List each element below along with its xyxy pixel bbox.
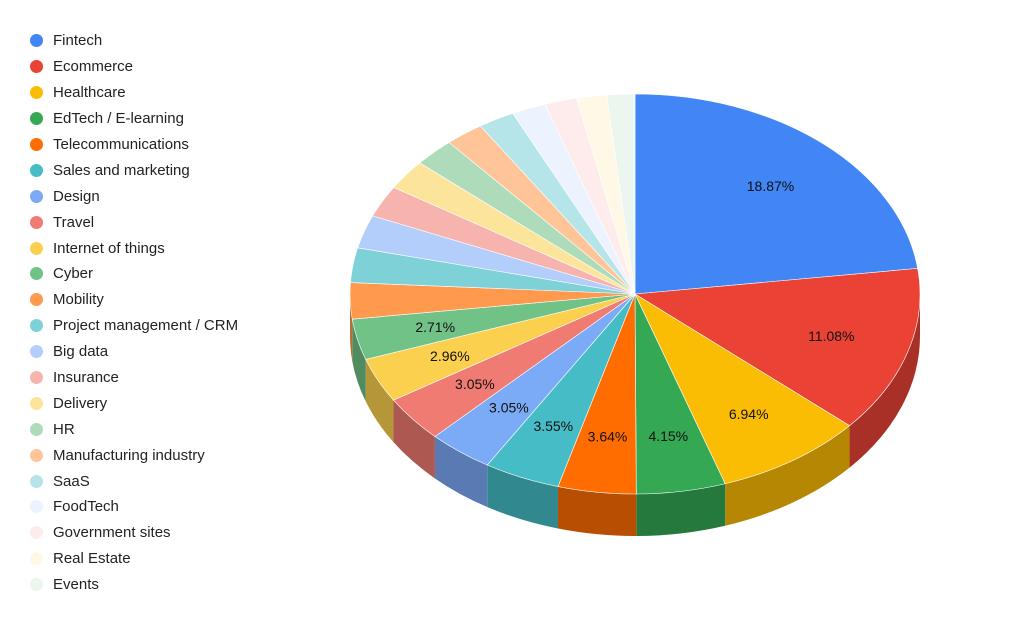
legend-swatch bbox=[30, 163, 43, 177]
legend-item-saas[interactable]: SaaS bbox=[30, 468, 238, 494]
data-label-internet-of-things: 2.96% bbox=[430, 348, 470, 364]
legend-label: Ecommerce bbox=[53, 58, 134, 76]
legend-swatch bbox=[30, 112, 43, 126]
legend-swatch bbox=[30, 267, 43, 281]
legend-label: Cyber bbox=[53, 265, 94, 283]
pie-slice-ecommerce[interactable] bbox=[634, 268, 921, 427]
pie-side-edtech-e-learning bbox=[636, 483, 726, 536]
legend-label: Mobility bbox=[53, 291, 104, 309]
legend-label: Real Estate bbox=[53, 550, 131, 568]
legend-item-government-sites[interactable]: Government sites bbox=[30, 520, 238, 546]
pie-slice-events[interactable] bbox=[606, 93, 636, 295]
legend-swatch bbox=[30, 215, 43, 229]
data-label-cyber: 2.71% bbox=[415, 319, 455, 335]
legend-label: Project management / CRM bbox=[53, 317, 239, 335]
legend-swatch bbox=[30, 86, 43, 100]
legend-label: Telecommunications bbox=[53, 136, 189, 153]
pie-side-travel bbox=[393, 400, 435, 479]
legend-item-internet-of-things[interactable]: Internet of things bbox=[30, 235, 238, 261]
legend-item-fintech[interactable]: Fintech bbox=[30, 28, 238, 54]
legend-swatch bbox=[30, 60, 43, 74]
legend-item-mobility[interactable]: Mobility bbox=[30, 287, 238, 313]
legend-label: Government sites bbox=[53, 524, 171, 542]
pie-slices bbox=[349, 93, 921, 495]
data-label-sales-and-marketing: 3.55% bbox=[533, 418, 573, 434]
legend-item-edtech-e-learning[interactable]: EdTech / E-learning bbox=[30, 106, 238, 132]
legend-swatch bbox=[30, 448, 43, 462]
legend-label: Healthcare bbox=[53, 84, 126, 102]
legend-label: Delivery bbox=[53, 394, 108, 412]
legend-item-big-data[interactable]: Big data bbox=[30, 339, 238, 365]
legend-item-travel[interactable]: Travel bbox=[30, 209, 238, 235]
legend-label: Big data bbox=[53, 343, 109, 361]
legend-swatch bbox=[30, 241, 43, 255]
pie-slice-fintech[interactable] bbox=[634, 93, 919, 295]
pie-slice-healthcare[interactable] bbox=[634, 293, 851, 485]
legend-swatch bbox=[30, 293, 43, 307]
legend-swatch bbox=[30, 500, 43, 514]
legend-label: Insurance bbox=[53, 369, 119, 387]
data-label-healthcare: 6.94% bbox=[729, 406, 769, 422]
legend-swatch bbox=[30, 396, 43, 410]
data-label-edtech-e-learning: 4.15% bbox=[648, 428, 688, 444]
legend-item-project-management-crm[interactable]: Project management / CRM bbox=[30, 313, 238, 339]
legend-label: Travel bbox=[53, 213, 95, 231]
legend-swatch bbox=[30, 552, 43, 566]
data-label-travel: 3.05% bbox=[455, 376, 495, 392]
legend-swatch bbox=[30, 34, 43, 48]
legend-swatch bbox=[30, 345, 43, 359]
legend-swatch bbox=[30, 189, 43, 203]
legend-item-real-estate[interactable]: Real Estate bbox=[30, 546, 238, 572]
legend-label: HR bbox=[53, 420, 75, 438]
legend-item-manufacturing-industry[interactable]: Manufacturing industry bbox=[30, 442, 238, 468]
legend-item-healthcare[interactable]: Healthcare bbox=[30, 80, 238, 106]
pie-side-design bbox=[434, 436, 488, 508]
legend-label: FoodTech bbox=[53, 498, 119, 516]
pie-side-cyber bbox=[352, 319, 366, 402]
legend-item-design[interactable]: Design bbox=[30, 183, 238, 209]
legend-swatch bbox=[30, 422, 43, 436]
legend-swatch bbox=[30, 526, 43, 540]
legend-swatch bbox=[30, 138, 43, 151]
legend-label: SaaS bbox=[53, 472, 90, 490]
legend-item-events[interactable]: Events bbox=[30, 572, 238, 598]
legend-label: Internet of things bbox=[53, 239, 165, 257]
chart-legend: Fintech Ecommerce Healthcare EdTech / E-lea… bbox=[30, 28, 238, 598]
legend-label: Design bbox=[53, 187, 100, 205]
pie-side-sales-and-marketing bbox=[487, 465, 558, 529]
legend-item-cyber[interactable]: Cyber bbox=[30, 261, 238, 287]
pie-side-ecommerce bbox=[849, 294, 920, 468]
legend-swatch bbox=[30, 474, 43, 488]
pie-side-telecommunications bbox=[557, 486, 637, 536]
pie-data-labels: 18.87%11.08%6.94%4.15%3.64%3.55%3.05%3.0… bbox=[415, 178, 854, 445]
legend-label: Sales and marketing bbox=[53, 161, 190, 179]
legend-item-foodtech[interactable]: FoodTech bbox=[30, 494, 238, 520]
data-label-ecommerce: 11.08% bbox=[808, 328, 854, 344]
legend-item-hr[interactable]: HR bbox=[30, 416, 238, 442]
legend-swatch bbox=[30, 371, 43, 385]
pie-side-internet-of-things bbox=[365, 359, 394, 443]
legend-item-insurance[interactable]: Insurance bbox=[30, 365, 238, 391]
legend-label: Fintech bbox=[53, 32, 103, 50]
legend-item-delivery[interactable]: Delivery bbox=[30, 390, 238, 416]
legend-item-telecommunications[interactable]: Telecommunications bbox=[30, 132, 238, 158]
data-label-design: 3.05% bbox=[489, 400, 529, 416]
legend-label: EdTech / E-learning bbox=[53, 110, 184, 128]
legend-item-ecommerce[interactable]: Ecommerce bbox=[30, 54, 238, 80]
pie-side-healthcare bbox=[725, 425, 850, 526]
legend-label: Manufacturing industry bbox=[53, 446, 205, 464]
pie-sides bbox=[350, 294, 920, 536]
legend-item-sales-and-marketing[interactable]: Sales and marketing bbox=[30, 157, 238, 183]
legend-label: Events bbox=[53, 576, 99, 594]
data-label-telecommunications: 3.64% bbox=[588, 429, 628, 445]
pie-side-mobility bbox=[350, 294, 353, 362]
data-label-fintech: 18.87% bbox=[747, 178, 794, 194]
legend-swatch bbox=[30, 319, 43, 333]
legend-swatch bbox=[30, 578, 43, 592]
